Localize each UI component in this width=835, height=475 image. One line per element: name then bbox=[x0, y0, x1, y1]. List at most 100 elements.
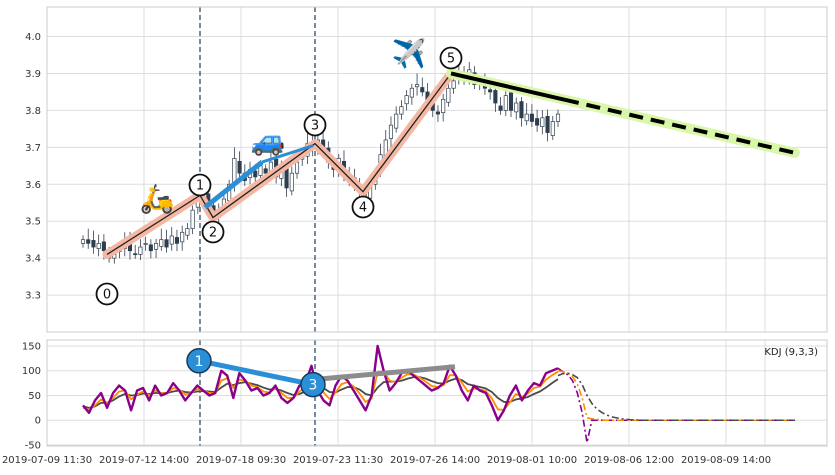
x-tick-label: 2019-08-01 10:00 bbox=[487, 455, 577, 466]
candle-body bbox=[498, 105, 503, 111]
candle-body bbox=[154, 243, 159, 250]
x-tick-label: 2019-07-18 09:30 bbox=[196, 455, 286, 466]
divergence-line-grey bbox=[312, 364, 456, 383]
candle-body bbox=[394, 113, 399, 129]
wave-label: 5 bbox=[447, 52, 455, 67]
wave-trend-blue bbox=[203, 160, 264, 210]
x-tick-label: 2019-07-09 11:30 bbox=[2, 455, 92, 466]
price-y-tick-label: 3.4 bbox=[25, 254, 41, 265]
x-tick-label: 2019-07-23 11:30 bbox=[293, 455, 383, 466]
divergence-circle bbox=[300, 371, 326, 398]
wave-circle bbox=[188, 173, 212, 197]
candle-body bbox=[101, 241, 106, 252]
divergence-label: 1 bbox=[195, 354, 204, 370]
vehicle-emoji: 🛵 bbox=[140, 182, 175, 215]
candle-body bbox=[488, 89, 493, 93]
kdj-line bbox=[82, 344, 559, 422]
wave-layer: 0 1 2 3 4 5 🛵 🚙 ✈️ bbox=[95, 36, 800, 306]
wave-label: 0 bbox=[103, 288, 111, 303]
candle-body bbox=[409, 87, 414, 98]
candle-body bbox=[80, 239, 86, 244]
candle-body bbox=[441, 98, 446, 113]
divergence-circle bbox=[186, 348, 212, 374]
candle-body bbox=[529, 113, 534, 122]
candle-body bbox=[164, 239, 169, 248]
candle-body bbox=[493, 90, 498, 104]
divergence-line-blue bbox=[198, 358, 314, 388]
projection-dashed bbox=[564, 97, 796, 155]
grid-layer bbox=[47, 7, 827, 446]
candle-body bbox=[540, 117, 545, 128]
divergence-label: 3 bbox=[309, 378, 318, 394]
projection-solid bbox=[450, 71, 566, 102]
candle-body bbox=[435, 111, 440, 115]
candle-body bbox=[451, 80, 456, 89]
candle-body bbox=[284, 167, 289, 189]
price-panel-frame bbox=[46, 6, 828, 333]
candle-body bbox=[86, 239, 91, 244]
labels-layer: 3.33.43.53.63.73.83.94.0-500501001502019… bbox=[2, 32, 818, 466]
x-tick-label: 2019-07-26 14:00 bbox=[390, 455, 480, 466]
wave-label: 1 bbox=[196, 179, 204, 194]
price-y-tick-label: 3.6 bbox=[25, 180, 41, 191]
candle-body bbox=[415, 84, 420, 88]
candle-body bbox=[138, 246, 143, 255]
candle-body bbox=[388, 124, 394, 139]
candle-body bbox=[133, 253, 138, 256]
candle-body bbox=[519, 101, 524, 119]
price-y-tick-label: 4.0 bbox=[25, 32, 41, 43]
kdj-legend-label: KDJ (9,3,3) bbox=[764, 347, 818, 358]
candle-body bbox=[399, 106, 404, 115]
frame-layer bbox=[46, 6, 828, 447]
wave-label: 3 bbox=[311, 119, 319, 134]
candle-body bbox=[508, 92, 514, 111]
candle-body bbox=[253, 170, 258, 178]
wave-circle bbox=[201, 220, 225, 244]
candle-body bbox=[503, 95, 508, 111]
candle-body bbox=[263, 168, 268, 174]
kdj-y-tick-label: 100 bbox=[22, 366, 41, 377]
candle-body bbox=[514, 102, 519, 113]
kdj-y-tick-label: -50 bbox=[25, 441, 41, 452]
candle-body bbox=[180, 231, 185, 243]
candle-body bbox=[237, 161, 242, 174]
kdj-projection-line bbox=[557, 372, 795, 422]
candle-body bbox=[555, 113, 561, 122]
candle-body bbox=[404, 95, 409, 105]
candle-body bbox=[294, 161, 300, 174]
candle-body bbox=[159, 239, 164, 247]
vehicle-emoji: 🚙 bbox=[251, 124, 286, 157]
wave-circle bbox=[303, 113, 327, 137]
wave-circle bbox=[351, 195, 375, 219]
kdj-y-tick-label: 150 bbox=[22, 341, 41, 352]
wave-label: 4 bbox=[359, 201, 367, 216]
kdj-projection-line bbox=[557, 369, 795, 422]
kdj-layer: 13 bbox=[82, 344, 795, 443]
candle-body bbox=[550, 121, 555, 136]
candle-body bbox=[524, 113, 529, 122]
kdj-y-tick-label: 0 bbox=[35, 416, 41, 427]
candle-body bbox=[185, 228, 190, 236]
candle-body bbox=[169, 235, 174, 245]
wave-label: 2 bbox=[209, 226, 217, 241]
wave-trend-blue bbox=[261, 144, 314, 164]
wave-line bbox=[106, 73, 452, 255]
x-tick-label: 2019-08-06 12:00 bbox=[584, 455, 674, 466]
price-y-tick-label: 3.9 bbox=[25, 69, 41, 80]
wave-circle bbox=[439, 46, 463, 70]
wave-circle bbox=[95, 282, 119, 306]
candle-body bbox=[545, 115, 550, 133]
vehicle-emoji: ✈️ bbox=[392, 36, 427, 70]
kdj-y-tick-label: 50 bbox=[28, 391, 41, 402]
candle-body bbox=[174, 237, 180, 244]
candle-body bbox=[190, 209, 195, 229]
candle-body bbox=[232, 158, 237, 184]
price-y-tick-label: 3.8 bbox=[25, 106, 41, 117]
candle-body bbox=[91, 240, 96, 248]
wave-highlight bbox=[102, 68, 456, 259]
candle-body bbox=[148, 244, 153, 252]
x-tick-label: 2019-07-12 14:00 bbox=[99, 455, 189, 466]
candle-body bbox=[143, 243, 148, 245]
